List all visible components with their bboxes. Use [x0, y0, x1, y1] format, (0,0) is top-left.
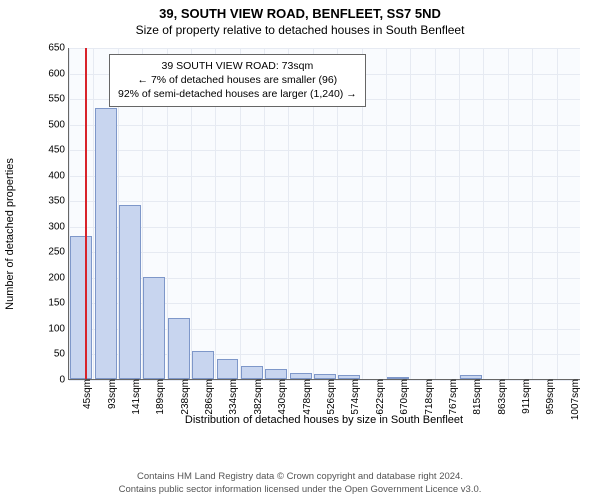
x-tick: 189sqm [153, 379, 166, 415]
y-tick: 450 [48, 145, 69, 156]
x-tick: 622sqm [373, 379, 386, 415]
x-tick: 574sqm [348, 379, 361, 415]
x-tick: 286sqm [202, 379, 215, 415]
info-line-1: 39 SOUTH VIEW ROAD: 73sqm [118, 59, 357, 73]
chart-container: Number of detached properties 0501001502… [40, 48, 580, 420]
plot-area: 0501001502002503003504004505005506006504… [68, 48, 580, 380]
bar [217, 359, 239, 379]
x-tick: 334sqm [226, 379, 239, 415]
bar [387, 377, 409, 379]
y-tick: 650 [48, 43, 69, 54]
x-tick: 863sqm [495, 379, 508, 415]
x-tick: 815sqm [470, 379, 483, 415]
y-tick: 150 [48, 298, 69, 309]
bar [314, 374, 336, 379]
gridline-h [69, 252, 580, 253]
bar [143, 277, 165, 379]
gridline-v [386, 48, 387, 379]
bar [192, 351, 214, 379]
bar [119, 205, 141, 379]
gridline-h [69, 150, 580, 151]
info-box: 39 SOUTH VIEW ROAD: 73sqm ← 7% of detach… [109, 54, 366, 107]
bar [290, 373, 312, 379]
y-axis-label: Number of detached properties [4, 158, 16, 310]
gridline-h [69, 176, 580, 177]
x-tick: 430sqm [275, 379, 288, 415]
x-tick: 670sqm [397, 379, 410, 415]
bar [168, 318, 190, 379]
y-tick: 600 [48, 68, 69, 79]
footer: Contains HM Land Registry data © Crown c… [0, 471, 600, 496]
info-line-2: ← 7% of detached houses are smaller (96) [118, 73, 357, 87]
y-tick: 50 [54, 349, 69, 360]
y-tick: 250 [48, 247, 69, 258]
gridline-h [69, 125, 580, 126]
gridline-h [69, 48, 580, 49]
y-tick: 300 [48, 221, 69, 232]
gridline-v [459, 48, 460, 379]
x-tick: 141sqm [129, 379, 142, 415]
x-tick: 526sqm [324, 379, 337, 415]
bar [265, 369, 287, 379]
info-line-3: 92% of semi-detached houses are larger (… [118, 87, 357, 101]
x-tick: 767sqm [446, 379, 459, 415]
gridline-v [410, 48, 411, 379]
x-tick: 45sqm [80, 379, 93, 409]
page-subtitle: Size of property relative to detached ho… [0, 23, 600, 37]
x-tick: 718sqm [422, 379, 435, 415]
gridline-v [435, 48, 436, 379]
y-tick: 100 [48, 323, 69, 334]
property-marker-line [85, 48, 87, 379]
bar [95, 108, 117, 379]
y-tick: 0 [59, 375, 69, 386]
x-tick: 93sqm [105, 379, 118, 409]
gridline-v [532, 48, 533, 379]
y-tick: 200 [48, 272, 69, 283]
page-title: 39, SOUTH VIEW ROAD, BENFLEET, SS7 5ND [0, 6, 600, 21]
footer-line-1: Contains HM Land Registry data © Crown c… [0, 471, 600, 483]
gridline-h [69, 227, 580, 228]
x-axis-label: Distribution of detached houses by size … [68, 414, 580, 426]
gridline-v [557, 48, 558, 379]
x-tick: 382sqm [251, 379, 264, 415]
bar [70, 236, 92, 379]
y-tick: 550 [48, 94, 69, 105]
y-tick: 400 [48, 170, 69, 181]
bar [241, 366, 263, 379]
x-tick: 911sqm [519, 379, 532, 414]
bar [338, 375, 360, 379]
footer-line-2: Contains public sector information licen… [0, 484, 600, 496]
bar [460, 375, 482, 379]
y-tick: 350 [48, 196, 69, 207]
gridline-v [508, 48, 509, 379]
y-tick: 500 [48, 119, 69, 130]
gridline-v [483, 48, 484, 379]
x-tick: 238sqm [178, 379, 191, 415]
x-tick: 478sqm [300, 379, 313, 415]
x-tick: 959sqm [543, 379, 556, 415]
gridline-h [69, 201, 580, 202]
